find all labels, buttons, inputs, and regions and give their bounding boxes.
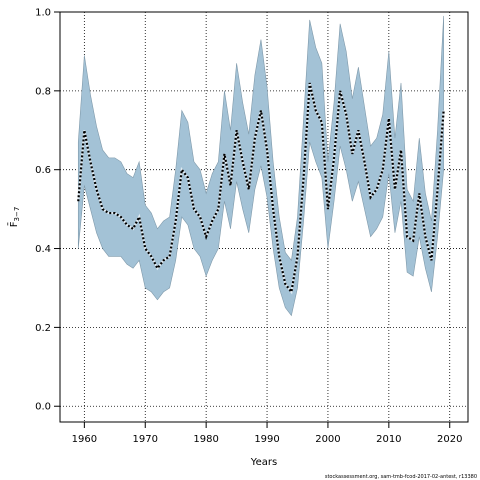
x-axis-label: Years [250,457,277,468]
y-tick-label: 0.2 [35,323,51,334]
y-tick-label: 0.0 [35,402,51,413]
y-axis-label: F̄3−7 [7,207,21,228]
x-tick-label: 1970 [133,434,158,445]
y-tick-label: 1.0 [35,8,51,19]
plot-frame [59,11,469,423]
y-tick-label: 0.4 [35,244,51,255]
x-tick-label: 1980 [193,434,218,445]
x-tick-label: 2020 [437,434,462,445]
estimate-line [77,82,445,295]
x-tick-label: 1960 [72,434,97,445]
y-tick-label: 0.8 [35,86,51,97]
x-tick-label: 2000 [315,434,340,445]
y-axis-label-subscript: 3−7 [13,207,21,222]
confidence-band [77,15,444,317]
y-axis-ticks: 0.0 0.2 0.4 0.6 0.8 1.0 [35,8,60,413]
x-tick-label: 1990 [254,434,279,445]
y-tick-label: 0.6 [35,165,51,176]
footnote: stockassessment.org, sam-tmb-fcod-2017-0… [325,474,477,480]
x-tick-label: 2010 [376,434,401,445]
x-axis-ticks: 1960 1970 1980 1990 2000 2010 2020 [72,422,462,445]
y-axis-label-main: F̄ [7,221,20,227]
